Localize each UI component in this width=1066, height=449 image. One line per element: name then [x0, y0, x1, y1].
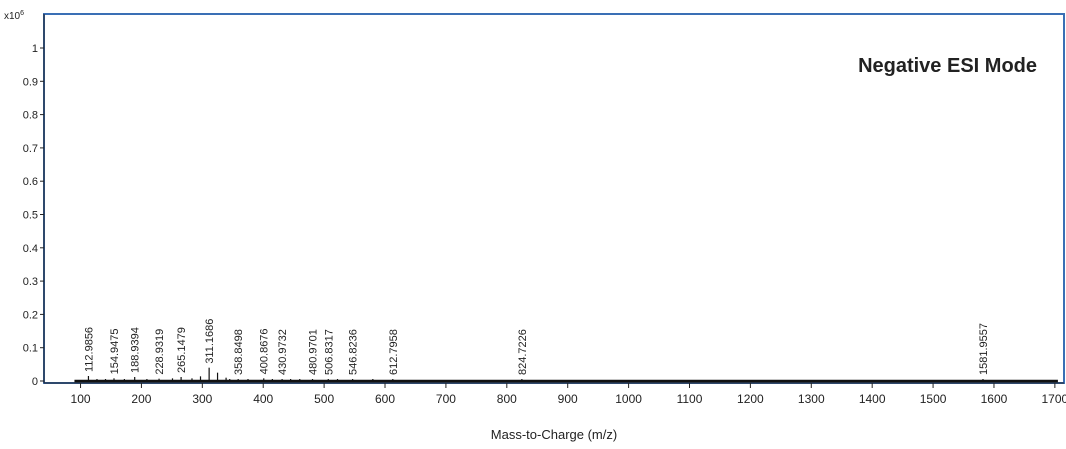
y-tick-label: 0.2 — [23, 309, 38, 321]
y-tick-label: 0.6 — [23, 176, 38, 188]
peak-label: 400.8676 — [259, 328, 271, 374]
x-tick-label: 400 — [253, 392, 273, 406]
y-axis-ticks: 0 0.1 0.2 0.3 0.4 0.5 0.6 0.7 0.8 0.9 1 — [23, 43, 44, 388]
x-tick-label: 1700 — [1042, 392, 1066, 406]
peak-label: 546.8236 — [348, 329, 360, 375]
x-tick-label: 500 — [314, 392, 334, 406]
peak-label: 112.9856 — [83, 327, 95, 372]
peak-label: 154.9475 — [109, 328, 121, 374]
peak-label: 265.1479 — [176, 327, 188, 373]
peak-label: 824.7226 — [517, 329, 529, 375]
peak-label: 430.9732 — [277, 329, 289, 375]
x-tick-label: 300 — [192, 392, 212, 406]
x-tick-label: 700 — [436, 392, 456, 406]
y-tick-label: 1 — [32, 43, 38, 55]
y-axis-multiplier: x106 — [4, 10, 24, 22]
x-tick-label: 1500 — [920, 392, 947, 406]
x-tick-label: 800 — [497, 392, 517, 406]
peak-label: 480.9701 — [308, 329, 320, 375]
peak-label: 311.1686 — [204, 319, 216, 364]
y-tick-label: 0.9 — [23, 76, 38, 88]
y-tick-label: 0.5 — [23, 210, 38, 222]
peak-label: 612.7958 — [388, 329, 400, 375]
y-multiplier-exp: 6 — [20, 10, 24, 17]
peak-label: 1581.9557 — [978, 323, 990, 375]
peak-label: 188.9394 — [130, 327, 142, 373]
x-tick-label: 1600 — [981, 392, 1008, 406]
x-axis-ticks: 100 200 300 400 500 600 700 800 900 1000 1100 1200 1… — [71, 383, 1066, 406]
y-tick-label: 0.4 — [23, 243, 38, 255]
peak-label: 228.9319 — [154, 329, 166, 375]
y-tick-label: 0.1 — [23, 343, 38, 355]
y-tick-label: 0.3 — [23, 276, 38, 288]
x-tick-label: 1300 — [798, 392, 825, 406]
peak-series: 112.9856 154.9475 188.9394 228.9319 265.1479… — [74, 319, 1058, 383]
y-tick-label: 0.7 — [23, 143, 38, 155]
x-tick-label: 600 — [375, 392, 395, 406]
x-tick-label: 100 — [71, 392, 91, 406]
x-tick-label: 1400 — [859, 392, 886, 406]
x-tick-label: 900 — [558, 392, 578, 406]
peak-label: 358.8498 — [233, 329, 245, 375]
x-axis-title: Mass-to-Charge (m/z) — [491, 427, 617, 442]
x-tick-label: 200 — [131, 392, 151, 406]
x-tick-label: 1100 — [677, 392, 703, 406]
y-tick-label: 0 — [32, 376, 38, 388]
y-multiplier-base: x10 — [4, 11, 21, 22]
peak-label: 506.8317 — [323, 329, 335, 375]
x-tick-label: 1000 — [615, 392, 642, 406]
y-tick-label: 0.8 — [23, 110, 38, 122]
chart-title: Negative ESI Mode — [858, 55, 1037, 77]
x-tick-label: 1200 — [737, 392, 764, 406]
